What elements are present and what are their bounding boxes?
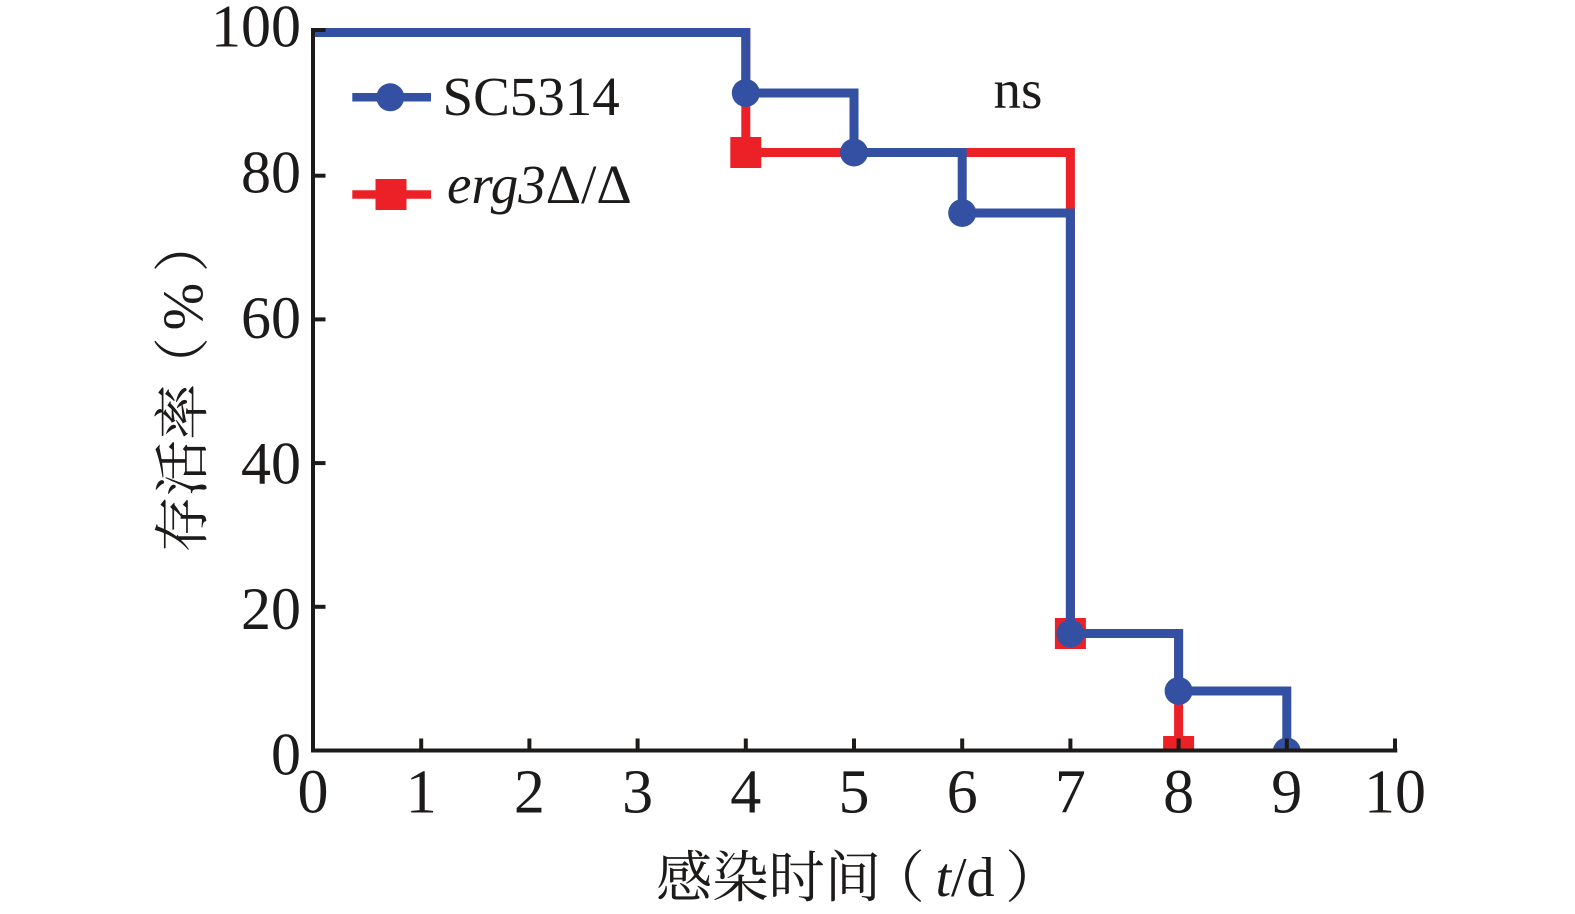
svg-text:8: 8 bbox=[1163, 758, 1194, 826]
svg-text:0: 0 bbox=[271, 722, 301, 788]
svg-text:3: 3 bbox=[622, 758, 653, 826]
svg-text:erg3Δ/Δ: erg3Δ/Δ bbox=[447, 154, 632, 215]
svg-text:80: 80 bbox=[241, 139, 301, 205]
svg-text:%: % bbox=[152, 283, 215, 330]
svg-text:20: 20 bbox=[241, 576, 301, 642]
svg-text:9: 9 bbox=[1271, 758, 1302, 826]
svg-text:5: 5 bbox=[839, 758, 870, 826]
svg-text:1: 1 bbox=[406, 758, 437, 826]
svg-text:2: 2 bbox=[514, 758, 545, 826]
svg-text:ns: ns bbox=[994, 59, 1043, 120]
svg-text:t/d: t/d bbox=[935, 847, 994, 909]
svg-text:SC5314: SC5314 bbox=[443, 66, 620, 127]
svg-text:100: 100 bbox=[211, 0, 301, 60]
svg-text:10: 10 bbox=[1364, 758, 1426, 826]
svg-text:0: 0 bbox=[298, 758, 329, 826]
svg-text:60: 60 bbox=[241, 285, 301, 351]
svg-text:7: 7 bbox=[1055, 758, 1086, 826]
svg-text:6: 6 bbox=[947, 758, 978, 826]
svg-text:40: 40 bbox=[241, 430, 301, 496]
svg-text:4: 4 bbox=[730, 758, 761, 826]
